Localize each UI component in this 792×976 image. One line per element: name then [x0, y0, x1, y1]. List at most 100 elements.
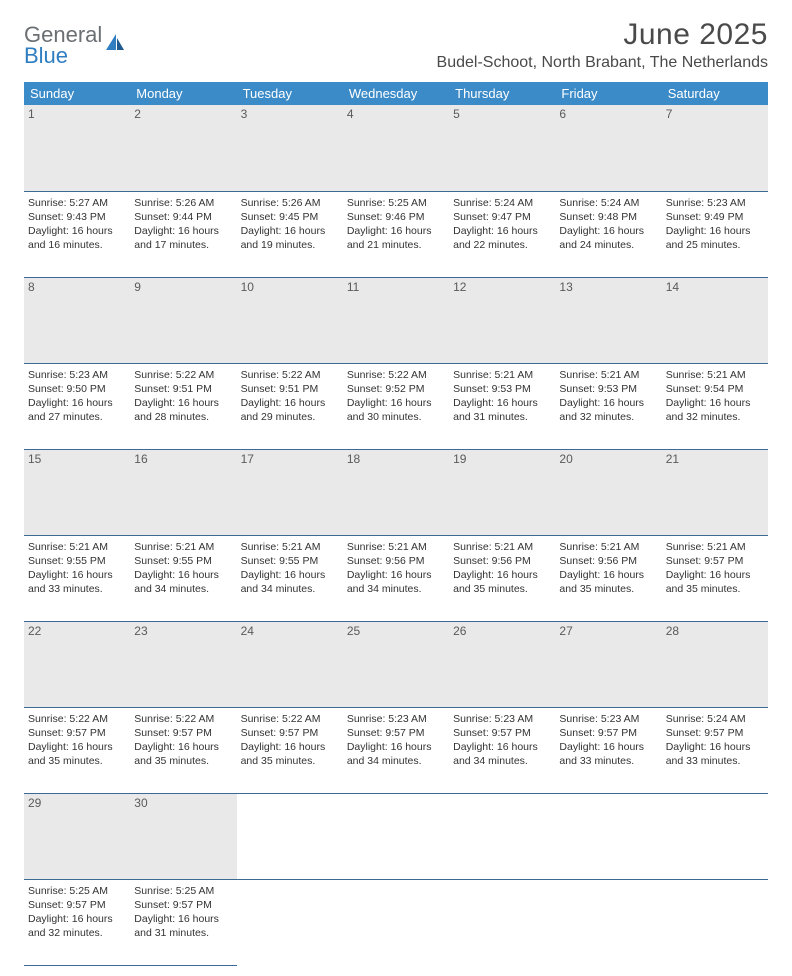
calendar-table: SundayMondayTuesdayWednesdayThursdayFrid…: [24, 82, 768, 966]
day-number-cell: 23: [130, 621, 236, 707]
day-cell: Sunrise: 5:22 AMSunset: 9:51 PMDaylight:…: [130, 363, 236, 449]
day-cell: Sunrise: 5:26 AMSunset: 9:44 PMDaylight:…: [130, 191, 236, 277]
weekday-header-cell: Saturday: [662, 82, 768, 105]
day-number-cell: 29: [24, 793, 130, 879]
day-cell: Sunrise: 5:21 AMSunset: 9:57 PMDaylight:…: [662, 535, 768, 621]
day-cell: Sunrise: 5:22 AMSunset: 9:57 PMDaylight:…: [130, 707, 236, 793]
day-cell: Sunrise: 5:22 AMSunset: 9:52 PMDaylight:…: [343, 363, 449, 449]
day-cell: Sunrise: 5:21 AMSunset: 9:53 PMDaylight:…: [449, 363, 555, 449]
day-number-cell: 12: [449, 277, 555, 363]
day-number-cell: 20: [555, 449, 661, 535]
day-details: Sunrise: 5:22 AMSunset: 9:51 PMDaylight:…: [241, 366, 339, 425]
day-details: Sunrise: 5:21 AMSunset: 9:55 PMDaylight:…: [28, 538, 126, 597]
day-cell: Sunrise: 5:23 AMSunset: 9:57 PMDaylight:…: [449, 707, 555, 793]
day-details: Sunrise: 5:24 AMSunset: 9:47 PMDaylight:…: [453, 194, 551, 253]
weekday-header: SundayMondayTuesdayWednesdayThursdayFrid…: [24, 82, 768, 105]
day-cell: [237, 879, 343, 965]
day-details: Sunrise: 5:21 AMSunset: 9:57 PMDaylight:…: [666, 538, 764, 597]
day-details: Sunrise: 5:24 AMSunset: 9:48 PMDaylight:…: [559, 194, 657, 253]
day-number-cell: [555, 793, 661, 879]
day-details: Sunrise: 5:21 AMSunset: 9:53 PMDaylight:…: [453, 366, 551, 425]
day-number-cell: 27: [555, 621, 661, 707]
day-number-cell: 30: [130, 793, 236, 879]
day-cell: Sunrise: 5:22 AMSunset: 9:51 PMDaylight:…: [237, 363, 343, 449]
day-number-cell: 19: [449, 449, 555, 535]
title-block: June 2025 Budel-Schoot, North Brabant, T…: [437, 18, 768, 72]
day-number-cell: 18: [343, 449, 449, 535]
day-number-cell: 25: [343, 621, 449, 707]
day-content-row: Sunrise: 5:25 AMSunset: 9:57 PMDaylight:…: [24, 879, 768, 965]
day-details: Sunrise: 5:22 AMSunset: 9:57 PMDaylight:…: [134, 710, 232, 769]
day-number-row: 891011121314: [24, 277, 768, 363]
day-number-cell: 5: [449, 105, 555, 191]
day-number-cell: 28: [662, 621, 768, 707]
day-number-cell: 4: [343, 105, 449, 191]
day-details: Sunrise: 5:27 AMSunset: 9:43 PMDaylight:…: [28, 194, 126, 253]
day-cell: Sunrise: 5:25 AMSunset: 9:57 PMDaylight:…: [130, 879, 236, 965]
day-number-cell: [343, 793, 449, 879]
weekday-header-cell: Sunday: [24, 82, 130, 105]
day-details: Sunrise: 5:25 AMSunset: 9:57 PMDaylight:…: [134, 882, 232, 941]
day-details: Sunrise: 5:26 AMSunset: 9:44 PMDaylight:…: [134, 194, 232, 253]
day-cell: Sunrise: 5:24 AMSunset: 9:57 PMDaylight:…: [662, 707, 768, 793]
weekday-header-cell: Tuesday: [237, 82, 343, 105]
day-details: Sunrise: 5:23 AMSunset: 9:57 PMDaylight:…: [453, 710, 551, 769]
day-cell: Sunrise: 5:24 AMSunset: 9:47 PMDaylight:…: [449, 191, 555, 277]
day-cell: Sunrise: 5:23 AMSunset: 9:57 PMDaylight:…: [555, 707, 661, 793]
day-content-row: Sunrise: 5:27 AMSunset: 9:43 PMDaylight:…: [24, 191, 768, 277]
day-details: Sunrise: 5:22 AMSunset: 9:57 PMDaylight:…: [241, 710, 339, 769]
day-cell: Sunrise: 5:25 AMSunset: 9:57 PMDaylight:…: [24, 879, 130, 965]
day-number-cell: 15: [24, 449, 130, 535]
day-number-row: 2930: [24, 793, 768, 879]
day-cell: Sunrise: 5:27 AMSunset: 9:43 PMDaylight:…: [24, 191, 130, 277]
day-details: Sunrise: 5:23 AMSunset: 9:50 PMDaylight:…: [28, 366, 126, 425]
day-number-cell: 24: [237, 621, 343, 707]
day-number-row: 22232425262728: [24, 621, 768, 707]
day-cell: Sunrise: 5:24 AMSunset: 9:48 PMDaylight:…: [555, 191, 661, 277]
day-details: Sunrise: 5:21 AMSunset: 9:53 PMDaylight:…: [559, 366, 657, 425]
day-details: Sunrise: 5:22 AMSunset: 9:57 PMDaylight:…: [28, 710, 126, 769]
logo-line2: Blue: [24, 45, 102, 67]
day-cell: Sunrise: 5:21 AMSunset: 9:56 PMDaylight:…: [343, 535, 449, 621]
day-number-cell: 9: [130, 277, 236, 363]
day-number-cell: 16: [130, 449, 236, 535]
day-number-cell: 1: [24, 105, 130, 191]
day-cell: Sunrise: 5:21 AMSunset: 9:56 PMDaylight:…: [555, 535, 661, 621]
day-number-cell: 26: [449, 621, 555, 707]
day-details: Sunrise: 5:21 AMSunset: 9:56 PMDaylight:…: [559, 538, 657, 597]
day-number-cell: [237, 793, 343, 879]
day-cell: Sunrise: 5:22 AMSunset: 9:57 PMDaylight:…: [237, 707, 343, 793]
day-number-cell: 22: [24, 621, 130, 707]
day-number-cell: 3: [237, 105, 343, 191]
day-details: Sunrise: 5:22 AMSunset: 9:52 PMDaylight:…: [347, 366, 445, 425]
day-details: Sunrise: 5:24 AMSunset: 9:57 PMDaylight:…: [666, 710, 764, 769]
day-cell: Sunrise: 5:21 AMSunset: 9:54 PMDaylight:…: [662, 363, 768, 449]
day-cell: Sunrise: 5:21 AMSunset: 9:53 PMDaylight:…: [555, 363, 661, 449]
day-cell: Sunrise: 5:21 AMSunset: 9:56 PMDaylight:…: [449, 535, 555, 621]
day-details: Sunrise: 5:21 AMSunset: 9:56 PMDaylight:…: [453, 538, 551, 597]
day-details: Sunrise: 5:25 AMSunset: 9:57 PMDaylight:…: [28, 882, 126, 941]
day-cell: Sunrise: 5:25 AMSunset: 9:46 PMDaylight:…: [343, 191, 449, 277]
day-details: Sunrise: 5:23 AMSunset: 9:57 PMDaylight:…: [347, 710, 445, 769]
day-cell: Sunrise: 5:21 AMSunset: 9:55 PMDaylight:…: [237, 535, 343, 621]
day-cell: [449, 879, 555, 965]
day-details: Sunrise: 5:25 AMSunset: 9:46 PMDaylight:…: [347, 194, 445, 253]
day-number-cell: 2: [130, 105, 236, 191]
weekday-header-cell: Monday: [130, 82, 236, 105]
day-cell: Sunrise: 5:23 AMSunset: 9:49 PMDaylight:…: [662, 191, 768, 277]
day-details: Sunrise: 5:23 AMSunset: 9:57 PMDaylight:…: [559, 710, 657, 769]
day-number-cell: 6: [555, 105, 661, 191]
location: Budel-Schoot, North Brabant, The Netherl…: [437, 54, 768, 72]
day-details: Sunrise: 5:21 AMSunset: 9:54 PMDaylight:…: [666, 366, 764, 425]
day-details: Sunrise: 5:23 AMSunset: 9:49 PMDaylight:…: [666, 194, 764, 253]
sail-icon: [104, 32, 126, 57]
day-cell: Sunrise: 5:22 AMSunset: 9:57 PMDaylight:…: [24, 707, 130, 793]
day-details: Sunrise: 5:21 AMSunset: 9:56 PMDaylight:…: [347, 538, 445, 597]
weekday-header-cell: Wednesday: [343, 82, 449, 105]
day-cell: [555, 879, 661, 965]
day-cell: Sunrise: 5:21 AMSunset: 9:55 PMDaylight:…: [130, 535, 236, 621]
day-details: Sunrise: 5:22 AMSunset: 9:51 PMDaylight:…: [134, 366, 232, 425]
day-number-cell: 13: [555, 277, 661, 363]
day-details: Sunrise: 5:26 AMSunset: 9:45 PMDaylight:…: [241, 194, 339, 253]
day-cell: Sunrise: 5:26 AMSunset: 9:45 PMDaylight:…: [237, 191, 343, 277]
